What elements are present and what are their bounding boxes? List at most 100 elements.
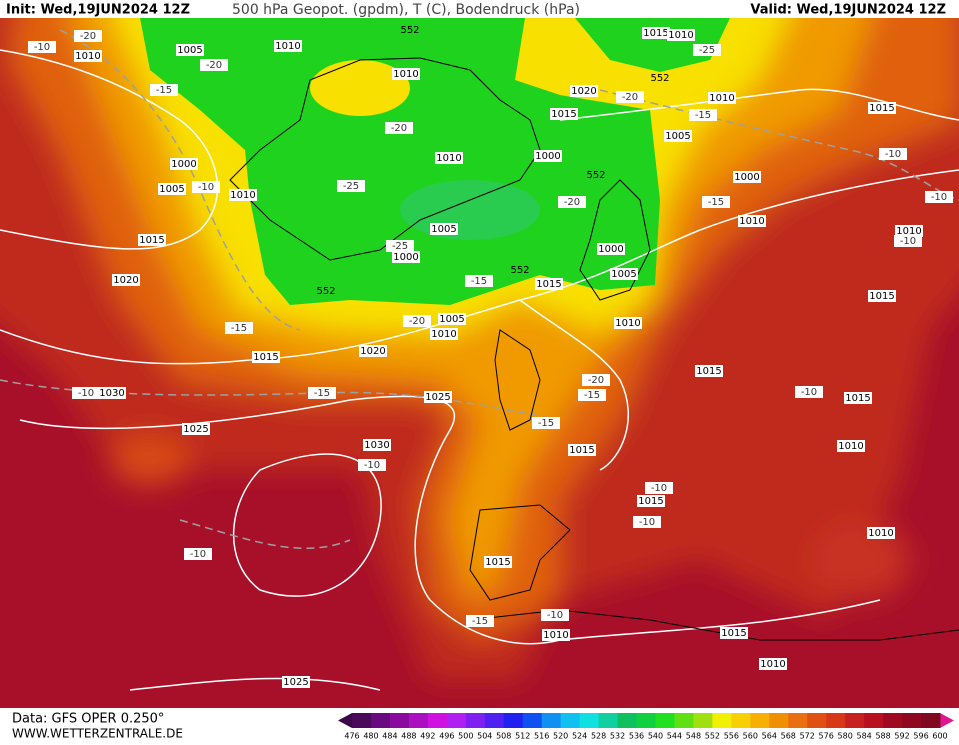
- temperature-label: -15: [231, 323, 247, 334]
- colorbar-label: 532: [610, 732, 625, 741]
- colorbar-segment: [370, 713, 391, 728]
- temperature-label-box: [72, 387, 100, 399]
- isobar-label-box: [535, 278, 563, 290]
- colorbar-segment: [598, 713, 619, 728]
- temperature-label: -20: [206, 60, 222, 71]
- isobar-label-box: [424, 391, 452, 403]
- temperature-label-box: [403, 315, 431, 327]
- map: [0, 18, 959, 708]
- temperature-label-box: [894, 235, 922, 247]
- isobar-label: 1000: [393, 252, 418, 263]
- temperature-label-box: [28, 41, 56, 53]
- isobar-label: 1015: [869, 103, 894, 114]
- temperature-label: -10: [651, 483, 667, 494]
- colorbar-segment: [636, 713, 656, 728]
- isobar-label: 1015: [721, 628, 746, 639]
- temperature-label: -15: [156, 85, 172, 96]
- temperature-label: -15: [584, 390, 600, 401]
- temperature-label-box: [541, 609, 569, 621]
- isobar-label-box: [868, 102, 896, 114]
- isobar-label-box: [182, 423, 210, 435]
- temperature-label: -10: [190, 549, 206, 560]
- colorbar-label: 484: [382, 732, 397, 741]
- temperature-label-box: [879, 148, 907, 160]
- temperature-label: -20: [391, 123, 407, 134]
- temperature-label: -15: [695, 110, 711, 121]
- colorbar-label: 512: [515, 732, 530, 741]
- colorbar-label: 496: [439, 732, 454, 741]
- colorbar-label: 588: [875, 732, 890, 741]
- isobar-label-box: [98, 387, 126, 399]
- isobar-label-box: [570, 85, 598, 97]
- height-label: 552: [400, 25, 419, 36]
- colorbar-segment: [845, 713, 865, 728]
- isobar-label-box: [112, 274, 140, 286]
- map-title: 500 hPa Geopot. (gpdm), T (C), Bodendruc…: [232, 2, 580, 18]
- isobar-label-box: [435, 152, 463, 164]
- height-label: 552: [510, 265, 529, 276]
- colorbar-segment: [617, 713, 638, 728]
- isobar-label-box: [667, 29, 695, 41]
- isobar-label-box: [138, 234, 166, 246]
- temperature-label: -10: [34, 42, 50, 53]
- temperature-label-box: [150, 84, 178, 96]
- isobar-label: 1005: [431, 224, 456, 235]
- colorbar-segment: [352, 713, 372, 728]
- temperature-label-box: [689, 109, 717, 121]
- isobar-label: 1030: [364, 440, 389, 451]
- temperature-label-box: [74, 30, 102, 42]
- isobar-label: 1015: [569, 445, 594, 456]
- temperature-label: -10: [364, 460, 380, 471]
- colorbar-label: 528: [591, 732, 606, 741]
- temperature-label: -15: [538, 418, 554, 429]
- isobar-label-box: [430, 223, 458, 235]
- temperature-label: -10: [78, 388, 94, 399]
- colorbar-label: 560: [743, 732, 758, 741]
- isobar-label-box: [170, 158, 198, 170]
- colorbar-segment: [484, 713, 505, 728]
- colorbar-label: 568: [781, 732, 796, 741]
- height-label: 552: [650, 73, 669, 84]
- isobar-label-box: [430, 328, 458, 340]
- isobar-label-box: [664, 130, 692, 142]
- colorbar-label: 580: [838, 732, 853, 741]
- isobar-label-box: [252, 351, 280, 363]
- isobar-label: 1010: [838, 441, 863, 452]
- colorbar-segment: [655, 713, 675, 728]
- isobar-label: 1015: [485, 557, 510, 568]
- temperature-label-box: [466, 615, 494, 627]
- temperature-label-box: [616, 91, 644, 103]
- isobar-label-box: [642, 27, 670, 39]
- temperature-label-box: [925, 191, 953, 203]
- colorbar-segment: [560, 713, 581, 728]
- temperature-label: -20: [409, 316, 425, 327]
- temperature-label-box: [184, 548, 212, 560]
- isobar-label: 1010: [739, 216, 764, 227]
- temperature-label-box: [532, 417, 560, 429]
- colorbar-segment: [750, 713, 770, 728]
- website: WWW.WETTERZENTRALE.DE: [12, 727, 183, 741]
- colorbar-segment: [769, 713, 789, 728]
- isobar-label: 1000: [171, 159, 196, 170]
- temperature-label: -25: [343, 181, 359, 192]
- temperature-label: -10: [639, 517, 655, 528]
- colorbar-segment: [693, 713, 713, 728]
- isobar-label-box: [74, 50, 102, 62]
- isobar-label-box: [844, 392, 872, 404]
- colorbar-segment: [731, 713, 751, 728]
- colorbar-label: 480: [363, 732, 378, 741]
- colorbar-label: 492: [420, 732, 435, 741]
- isobar-label-box: [597, 243, 625, 255]
- temperature-label-box: [795, 386, 823, 398]
- temperature-label-box: [200, 59, 228, 71]
- colorbar-label: 508: [496, 732, 511, 741]
- isobar-label: 1005: [177, 45, 202, 56]
- temperature-label-box: [386, 240, 414, 252]
- isobar-label: 1010: [868, 528, 893, 539]
- colorbar-label: 520: [553, 732, 568, 741]
- colorbar-label: 548: [686, 732, 701, 741]
- isobar-label: 1000: [598, 244, 623, 255]
- temperature-label-box: [693, 44, 721, 56]
- colorbar-label: 524: [572, 732, 587, 741]
- isobar-label-box: [695, 365, 723, 377]
